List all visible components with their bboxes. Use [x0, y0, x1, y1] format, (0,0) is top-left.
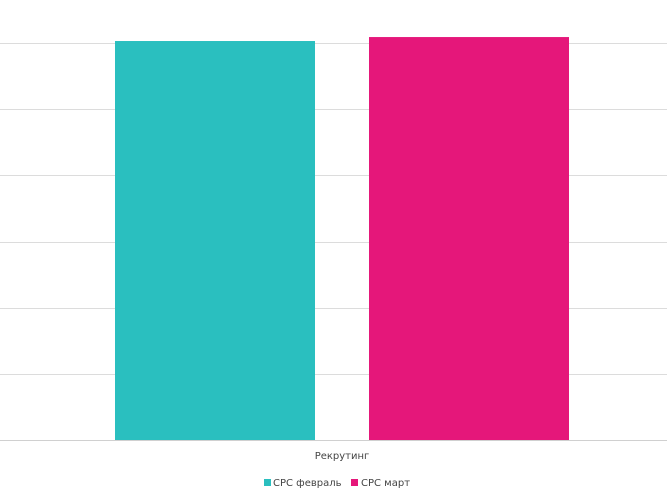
legend-swatch-mar: [351, 479, 358, 486]
category-label: Рекрутинг: [315, 451, 370, 462]
bars: [115, 37, 569, 441]
legend-label-mar: CPC март: [361, 478, 410, 489]
legend: CPC февраль CPC март: [264, 478, 410, 489]
gridlines: [0, 43, 667, 441]
bar-mar: [369, 37, 569, 441]
legend-swatch-feb: [264, 479, 271, 486]
bar-feb: [115, 41, 315, 440]
legend-label-feb: CPC февраль: [273, 478, 342, 489]
